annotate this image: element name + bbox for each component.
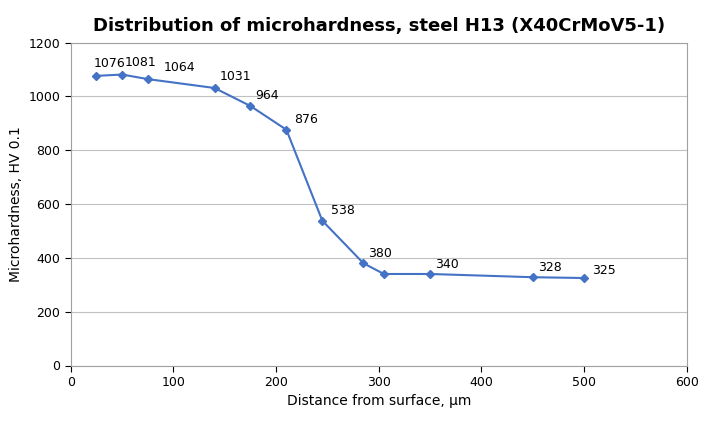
- Text: 328: 328: [538, 261, 561, 274]
- Text: 876: 876: [295, 113, 319, 126]
- Text: 1081: 1081: [124, 56, 156, 68]
- Text: 1064: 1064: [163, 61, 195, 74]
- Text: 340: 340: [435, 258, 459, 271]
- X-axis label: Distance from surface, μm: Distance from surface, μm: [287, 394, 471, 408]
- Title: Distribution of microhardness, steel H13 (X40CrMoV5-1): Distribution of microhardness, steel H13…: [93, 17, 665, 35]
- Y-axis label: Microhardness, HV 0.1: Microhardness, HV 0.1: [9, 126, 23, 282]
- Text: 964: 964: [256, 89, 279, 102]
- Text: 1076: 1076: [93, 57, 125, 70]
- Text: 380: 380: [369, 247, 392, 260]
- Text: 1031: 1031: [219, 70, 251, 83]
- Text: 538: 538: [331, 204, 355, 218]
- Text: 325: 325: [593, 264, 616, 277]
